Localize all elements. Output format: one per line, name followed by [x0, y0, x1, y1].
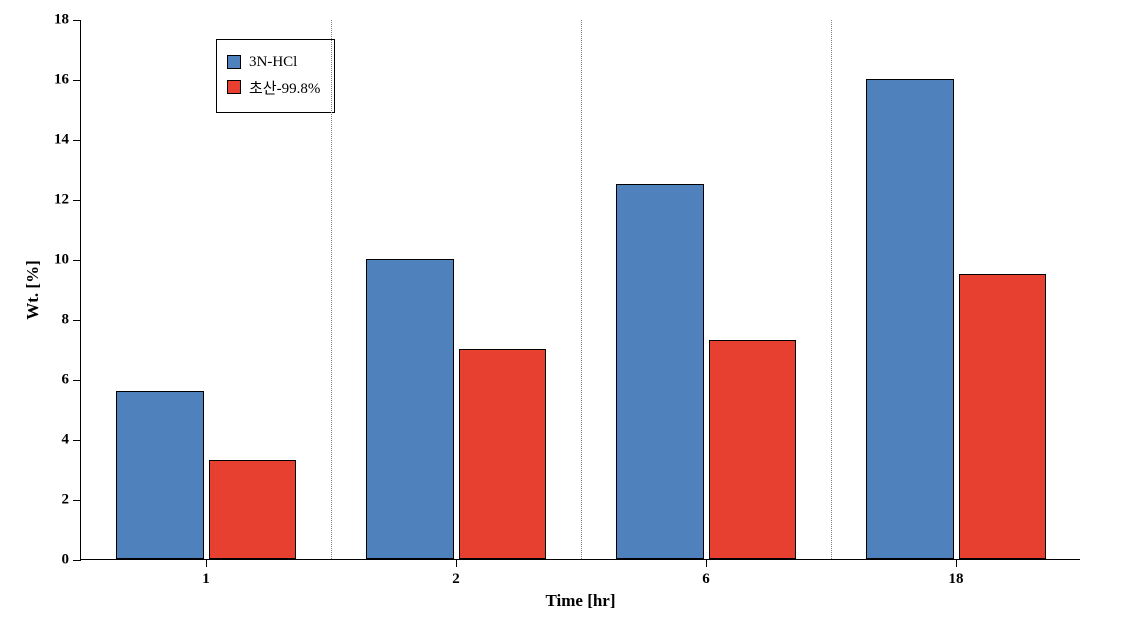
y-tick — [73, 320, 81, 321]
bar — [616, 184, 704, 559]
y-tick — [73, 200, 81, 201]
y-tick — [73, 440, 81, 441]
bar-chart: Wt. [%] Time [hr] 3N-HCl 초산-99.8% 0 2 4 6 8 10… — [20, 10, 1100, 610]
y-tick-label: 16 — [54, 72, 69, 89]
x-tick-label: 2 — [452, 571, 460, 588]
y-tick-label: 6 — [62, 372, 70, 389]
bar — [209, 460, 297, 559]
y-tick-label: 0 — [62, 552, 70, 569]
legend-swatch — [227, 80, 241, 94]
legend: 3N-HCl 초산-99.8% — [216, 39, 335, 113]
y-tick-label: 10 — [54, 252, 69, 269]
x-tick — [956, 559, 957, 567]
y-tick — [73, 20, 81, 21]
x-tick — [706, 559, 707, 567]
y-tick — [73, 140, 81, 141]
legend-item: 초산-99.8% — [227, 77, 320, 98]
bar — [709, 340, 797, 559]
y-tick-label: 18 — [54, 12, 69, 29]
y-tick — [73, 560, 81, 561]
bar — [459, 349, 547, 559]
grid-line — [331, 20, 332, 559]
y-tick-label: 14 — [54, 132, 69, 149]
y-tick-label: 12 — [54, 192, 69, 209]
bar — [366, 259, 454, 559]
bar — [959, 274, 1047, 559]
grid-line — [581, 20, 582, 559]
y-tick — [73, 260, 81, 261]
bar — [116, 391, 204, 559]
legend-swatch — [227, 55, 241, 69]
legend-label: 3N-HCl — [249, 54, 297, 71]
grid-line — [831, 20, 832, 559]
x-tick — [456, 559, 457, 567]
x-tick — [206, 559, 207, 567]
y-tick — [73, 500, 81, 501]
x-tick-label: 1 — [202, 571, 210, 588]
x-tick-label: 6 — [702, 571, 710, 588]
x-axis-label: Time [hr] — [545, 591, 615, 611]
y-tick-label: 2 — [62, 492, 70, 509]
y-axis-label: Wt. [%] — [23, 260, 43, 319]
y-tick-label: 4 — [62, 432, 70, 449]
legend-item: 3N-HCl — [227, 54, 320, 71]
legend-label: 초산-99.8% — [249, 77, 320, 98]
x-tick-label: 18 — [949, 571, 964, 588]
plot-area: Wt. [%] Time [hr] 3N-HCl초산-99.8% 0246810… — [80, 20, 1080, 560]
y-tick — [73, 380, 81, 381]
y-tick-label: 8 — [62, 312, 70, 329]
y-tick — [73, 80, 81, 81]
bar — [866, 79, 954, 559]
